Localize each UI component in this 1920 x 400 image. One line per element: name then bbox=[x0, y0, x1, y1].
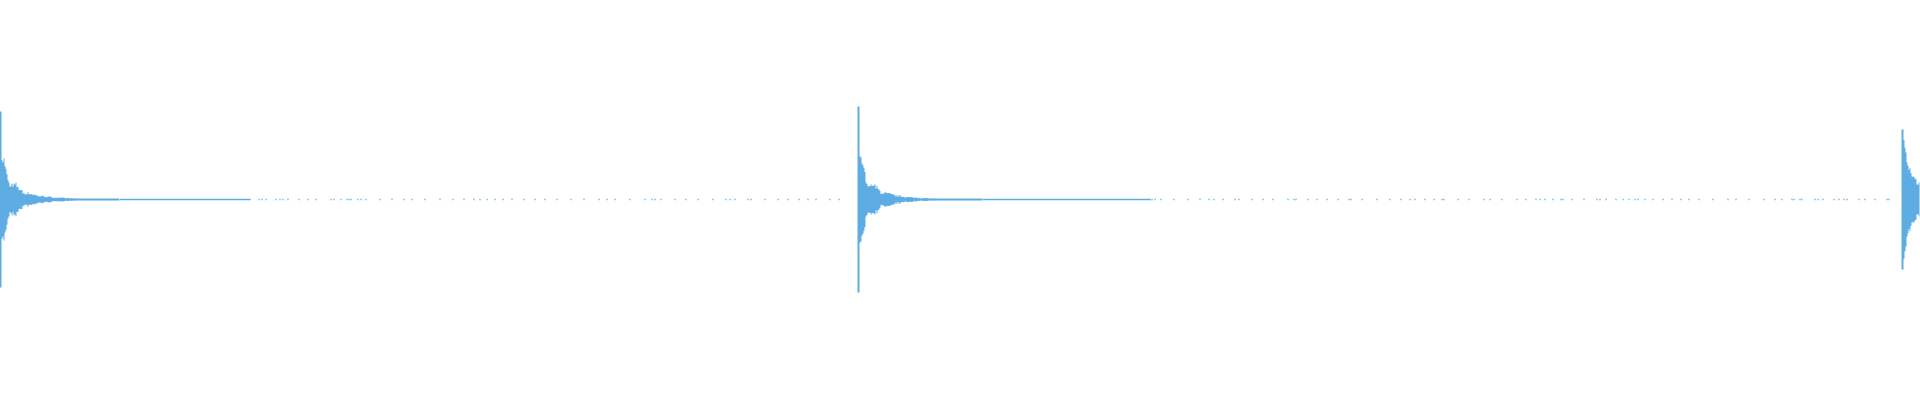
waveform-burst-1 bbox=[0, 111, 120, 288]
waveform-noise-2 bbox=[1149, 198, 1890, 201]
waveform-burst-3 bbox=[1901, 129, 1920, 270]
waveform-noise-1 bbox=[249, 198, 840, 201]
waveform-burst-2 bbox=[857, 106, 983, 293]
